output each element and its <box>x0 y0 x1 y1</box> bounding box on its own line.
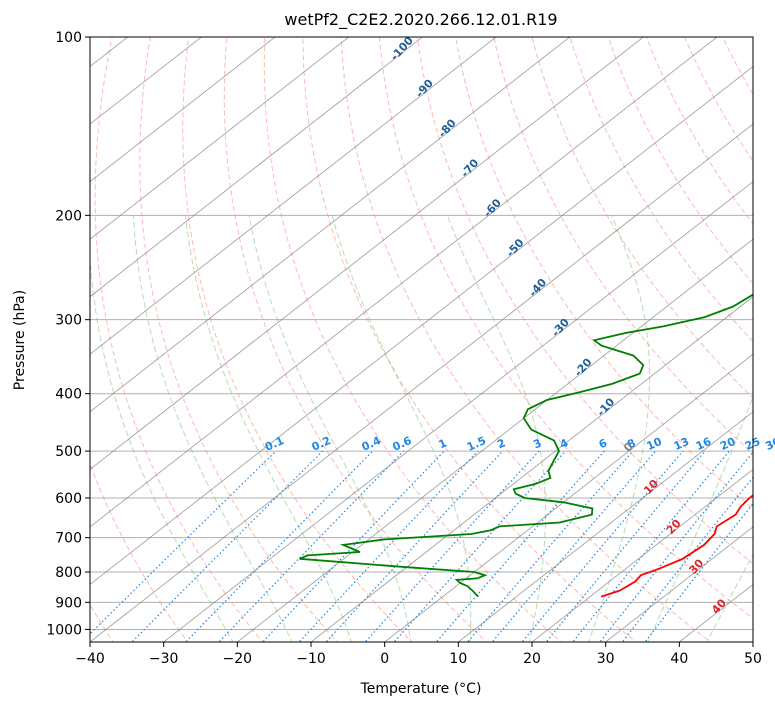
y-tick-label: 700 <box>55 531 82 547</box>
mixing-ratio-label: 13 <box>672 435 691 453</box>
moist-adiabat-line <box>132 215 293 642</box>
isotherm-line <box>90 37 276 183</box>
mixing-ratio-line <box>435 450 605 642</box>
isotherm-line <box>457 411 753 642</box>
x-tick-label: 0 <box>380 651 389 667</box>
mixing-ratio-line <box>298 450 479 642</box>
isotherm-line <box>90 37 203 125</box>
mixing-ratio-line <box>599 451 753 642</box>
isotherm-line <box>384 353 753 642</box>
mixing-ratio-label: 30 <box>763 435 775 453</box>
plot-frame <box>89 36 754 643</box>
isotherm-line <box>90 65 753 585</box>
dry-adiabat-line <box>263 37 562 642</box>
isotherm-line <box>236 238 753 642</box>
dry-adiabat-line <box>493 37 753 455</box>
mixing-ratio-line <box>90 450 277 635</box>
dry-adiabat-line <box>302 37 637 642</box>
dry-adiabat-line <box>569 37 753 343</box>
x-tick-label: 10 <box>449 651 467 667</box>
y-tick-label: 300 <box>55 313 82 329</box>
y-tick-label: 200 <box>55 208 82 224</box>
dry-adiabat-line <box>378 37 753 619</box>
isotherm-line <box>90 37 424 298</box>
mixing-ratio-line <box>131 450 324 642</box>
dry-adiabat-line <box>223 37 488 642</box>
x-tick-label: 40 <box>670 651 688 667</box>
isotherm-line <box>605 526 753 642</box>
moist-adiabat-line <box>588 215 651 642</box>
mixing-ratio-line <box>572 450 730 642</box>
mixing-ratio-label: 16 <box>694 435 714 453</box>
x-tick-label: −40 <box>75 651 105 667</box>
mixing-ratio-line <box>466 450 634 642</box>
x-axis-title: Temperature (°C) <box>360 681 482 697</box>
dewpoint-profile-line <box>299 293 753 598</box>
y-tick-label: 900 <box>55 595 82 611</box>
data-lines <box>299 293 753 598</box>
isotherm-line <box>90 37 571 413</box>
mixing-ratio-label: 20 <box>718 435 738 453</box>
isotherm-line <box>310 296 753 642</box>
isotherm-line <box>90 37 350 240</box>
isotherm-line <box>90 37 645 470</box>
isotherm-line <box>752 641 753 642</box>
dry-adiabat-line <box>754 24 775 645</box>
x-tick-label: 50 <box>744 651 762 667</box>
dry-adiabat-line <box>139 37 338 642</box>
dry-adiabat-line <box>416 37 753 565</box>
x-axis: −40 −30 −20 −10 0 10 20 30 40 50 <box>75 642 762 667</box>
mixing-ratio-line <box>218 450 404 642</box>
y-axis: 100 200 300 400 500 600 700 800 900 1000 <box>46 30 90 638</box>
plot-area <box>90 37 753 642</box>
isotherm-line <box>531 468 753 642</box>
mixing-ratio-line <box>621 476 753 642</box>
y-axis-title: Pressure (hPa) <box>12 290 28 390</box>
y-tick-label: 800 <box>55 565 82 581</box>
y-tick-label: 100 <box>55 30 82 46</box>
dry-adiabat-line <box>90 462 189 642</box>
dry-adiabat-line <box>455 37 753 510</box>
dry-adiabat-line <box>94 37 264 642</box>
mixing-ratio-line <box>393 450 566 642</box>
dry-adiabat-line <box>182 37 413 642</box>
mixing-ratio-line <box>184 450 374 642</box>
moist-adiabat-line <box>331 215 472 642</box>
moist-adiabat-line <box>90 252 234 642</box>
isotherm-line <box>90 123 753 642</box>
x-tick-label: −20 <box>223 651 253 667</box>
x-tick-label: −30 <box>149 651 179 667</box>
isotherm-line <box>90 37 497 355</box>
moist-adiabat-line <box>647 395 753 642</box>
x-tick-label: 20 <box>523 651 541 667</box>
chart-title: wetPf2_C2E2.2020.266.12.01.R19 <box>284 10 557 30</box>
mixing-ratio-line <box>491 450 657 642</box>
mixing-ratio-line <box>325 450 504 642</box>
isotherm-line <box>163 181 753 642</box>
temperature-profile-line <box>600 494 753 598</box>
y-tick-label: 1000 <box>46 622 82 638</box>
y-tick-label: 400 <box>55 387 82 403</box>
x-tick-label: 30 <box>597 651 615 667</box>
isotherm-line <box>90 37 718 528</box>
moist-adiabat-line <box>446 215 547 642</box>
dry-adiabat-line <box>340 37 712 642</box>
x-tick-label: −10 <box>296 651 326 667</box>
moist-adiabat-line <box>185 215 352 642</box>
moist-adiabat-line <box>248 215 412 642</box>
y-tick-label: 600 <box>55 491 82 507</box>
y-tick-label: 500 <box>55 444 82 460</box>
mixing-ratio-label: 10 <box>645 435 665 453</box>
background-lines <box>90 24 775 645</box>
